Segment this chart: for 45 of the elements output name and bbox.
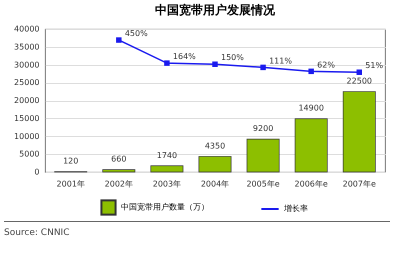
y-tick-label: 20000: [14, 96, 40, 105]
bar: [294, 118, 328, 172]
point: [212, 62, 218, 67]
data-label: 4350: [204, 141, 226, 150]
data-label: 14900: [298, 104, 324, 113]
x-tick-label: 2001年: [56, 180, 85, 188]
x-tick-label: 2004年: [200, 180, 230, 188]
point: [116, 37, 122, 43]
data-label: 120: [63, 156, 78, 166]
data-label: 1740: [156, 150, 178, 160]
source-note: Source: CNNIC: [4, 228, 70, 238]
legend-label: 中国宽带用户数量（万）: [121, 202, 209, 212]
y-tick-label: 0: [34, 168, 40, 176]
y-tick-label: 25000: [14, 78, 40, 88]
y-tick-label: 10000: [14, 132, 40, 141]
chart-title: 中国宽带用户发展情况: [155, 3, 276, 17]
data-label: 164%: [172, 52, 196, 62]
y-tick-label: 40000: [14, 24, 40, 34]
y-tick-label: 30000: [14, 60, 40, 70]
y-tick-label: 5000: [19, 150, 40, 159]
data-label: 9200: [252, 124, 274, 134]
bar: [198, 156, 232, 172]
x-tick-label: 2006年e: [294, 180, 328, 188]
data-label: 150%: [221, 53, 244, 62]
x-tick-label: 2003年: [152, 180, 182, 188]
y-tick-label: 15000: [14, 114, 40, 123]
point: [164, 60, 170, 66]
data-label: 22500: [346, 76, 372, 86]
bar: [246, 138, 280, 172]
data-label: 660: [111, 154, 126, 164]
point: [356, 69, 362, 75]
legend-label: 增长率: [283, 204, 308, 213]
bar: [150, 165, 184, 172]
y-tick-label: 35000: [14, 42, 40, 52]
x-tick-label: 2005年e: [246, 180, 280, 188]
point: [308, 68, 314, 74]
data-label: 51%: [365, 61, 384, 70]
bar: [102, 169, 136, 172]
data-label: 62%: [317, 60, 336, 70]
bar: [342, 91, 376, 172]
x-tick-label: 2002年: [104, 180, 133, 188]
data-label: 450%: [124, 29, 148, 38]
x-tick-label: 2007年e: [342, 180, 376, 188]
data-label: 111%: [269, 56, 292, 66]
point: [260, 64, 266, 70]
